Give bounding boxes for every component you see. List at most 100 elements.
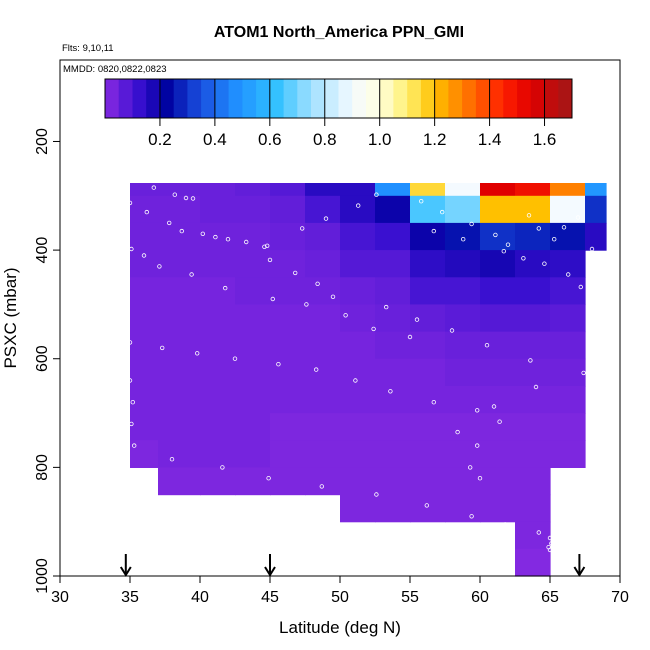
observation-marker — [449, 328, 455, 333]
heatmap-cell — [515, 494, 551, 523]
dates-label: MMDD: 0820,0822,0823 — [63, 64, 167, 75]
y-tick-label: 600 — [34, 345, 51, 372]
heatmap-cell — [200, 413, 236, 441]
colorbar-segment — [118, 79, 133, 118]
heatmap-cell — [445, 358, 481, 387]
heatmap-cell — [445, 331, 481, 360]
heatmap-cell — [200, 331, 236, 360]
colorbar-segment — [105, 79, 120, 118]
heatmap-cell — [515, 250, 551, 278]
heatmap-cell — [375, 195, 411, 224]
colorbar-segment — [159, 79, 175, 118]
observation-marker — [243, 239, 249, 245]
observation-marker — [526, 213, 532, 218]
observation-marker — [542, 261, 547, 266]
heatmap-cell — [340, 440, 376, 468]
observation-marker — [501, 248, 506, 254]
heatmap-cell — [445, 277, 481, 306]
heatmap-cell — [340, 358, 376, 387]
heatmap-cell — [130, 250, 159, 278]
colorbar-tick-label: 0.4 — [203, 130, 227, 149]
observation-marker — [157, 264, 162, 269]
heatmap-cell — [375, 440, 411, 468]
heatmap-cell — [480, 222, 516, 251]
observation-marker — [129, 246, 134, 252]
heatmap-cell — [410, 331, 446, 360]
heatmap-cell — [585, 195, 607, 224]
observation-marker — [300, 226, 305, 231]
heatmap-cell — [200, 358, 236, 387]
heatmap-cell — [200, 250, 236, 278]
heatmap-cell — [270, 358, 306, 387]
observation-marker — [225, 236, 231, 242]
heatmap-cell — [235, 222, 271, 251]
observation-marker — [293, 270, 298, 276]
y-tick-label: 800 — [34, 454, 51, 481]
colorbar-segment — [269, 79, 284, 118]
observation-marker — [220, 465, 225, 470]
heatmap-cell — [130, 222, 159, 251]
observation-marker — [127, 340, 133, 345]
heatmap-cell — [200, 467, 236, 496]
observation-marker — [549, 541, 554, 546]
observation-marker — [267, 257, 273, 263]
heatmap-cell — [550, 440, 586, 468]
heatmap-cell — [515, 413, 551, 441]
heatmap-cell — [550, 195, 586, 224]
heatmap-cell — [270, 277, 306, 306]
colorbar-segment — [420, 79, 436, 118]
heatmap-cell — [305, 195, 341, 224]
heatmap-cell — [340, 494, 376, 523]
y-tick-label: 1000 — [34, 558, 51, 594]
observation-marker — [169, 457, 175, 462]
observation-marker — [222, 285, 228, 291]
heatmap-cell — [305, 304, 341, 333]
heatmap-cell — [410, 195, 446, 224]
x-tick-label: 60 — [471, 589, 489, 606]
observation-marker — [561, 225, 567, 230]
observation-marker — [505, 242, 511, 247]
observation-marker — [419, 198, 424, 204]
heatmap-cell — [158, 358, 201, 387]
colorbar-tick-label: 1.2 — [423, 130, 447, 149]
colorbar-tick-label: 1.0 — [368, 130, 392, 149]
heatmap-cell — [200, 304, 236, 333]
colorbar-segment — [283, 79, 298, 118]
y-tick-label: 200 — [34, 128, 51, 155]
observation-marker — [172, 192, 177, 197]
heatmap-cell — [410, 413, 446, 441]
heatmap-cell — [200, 195, 236, 224]
heatmap-cell — [480, 358, 516, 387]
observation-marker — [323, 216, 329, 221]
colorbar-segment — [407, 79, 422, 118]
heatmap-cell — [158, 385, 201, 414]
heatmap-cell — [270, 195, 306, 224]
observation-marker — [477, 476, 483, 481]
colorbar-segment — [297, 79, 312, 118]
heatmap-cell — [515, 222, 551, 251]
x-tick-label: 50 — [331, 589, 349, 606]
heatmap-cell — [158, 413, 201, 441]
heatmap-cell — [270, 413, 306, 441]
heatmap-cell — [515, 548, 551, 577]
observation-marker — [475, 408, 480, 413]
heatmap-cell — [550, 250, 586, 278]
heatmap-cell — [480, 250, 516, 278]
heatmap-cell — [158, 467, 201, 496]
heatmap-cell — [375, 467, 411, 496]
observation-marker — [575, 215, 581, 220]
colorbar-segment — [338, 79, 353, 118]
colorbar-segment — [517, 79, 532, 118]
heatmap-cell — [340, 222, 376, 251]
heatmap-cell — [305, 385, 341, 414]
heatmap-cell — [130, 195, 159, 224]
heatmap-cell — [270, 331, 306, 360]
observation-marker — [353, 378, 358, 383]
observation-marker — [552, 236, 557, 242]
colorbar-tick-label: 0.6 — [258, 130, 282, 149]
observation-marker — [189, 272, 194, 277]
y-axis: 200 400 600 800 1000 — [34, 128, 60, 594]
flights-label: Flts: 9,10,11 — [62, 43, 114, 54]
y-tick-label: 400 — [34, 237, 51, 264]
